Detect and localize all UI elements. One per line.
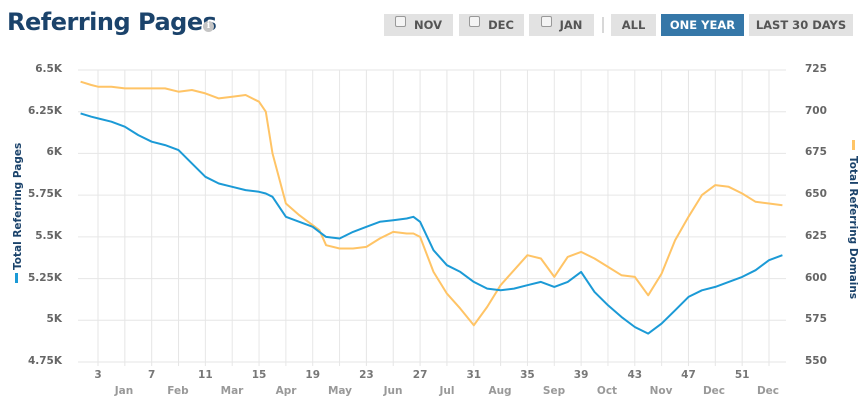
y-tick-left: 6K	[46, 146, 62, 159]
nov-label: NOV	[414, 18, 442, 32]
y-tick-right: 625	[805, 229, 827, 242]
x-tick-month: Feb	[167, 385, 189, 397]
y-tick-left: 6.25K	[27, 104, 62, 117]
dec-toggle-button[interactable]: DEC	[459, 14, 524, 36]
y-tick-left: 5.5K	[35, 229, 62, 242]
x-tick-week: 15	[251, 369, 267, 381]
y-tick-left: 5.75K	[27, 188, 62, 201]
x-tick-week: 35	[520, 369, 535, 381]
x-tick-month: Dec	[756, 385, 780, 397]
y-axis-left-label: Total Referring Pages	[12, 142, 24, 270]
x-tick-month: Dec	[702, 385, 726, 397]
x-tick-month: Jul	[439, 385, 455, 397]
checkbox-icon[interactable]	[469, 16, 481, 27]
y-tick-right: 575	[805, 313, 827, 326]
jan-toggle-button[interactable]: JAN	[529, 14, 594, 36]
range-all-button[interactable]: ALL	[611, 14, 656, 36]
x-tick-week: 11	[198, 369, 213, 381]
domains-legend-swatch	[852, 140, 855, 150]
y-tick-left: 5.25K	[27, 271, 62, 284]
x-tick-week: 31	[466, 369, 482, 381]
x-tick-week: 47	[681, 369, 696, 381]
y-tick-right: 700	[805, 104, 827, 117]
page-title: Referring Pages	[7, 8, 217, 36]
range-last-30-days-button[interactable]: LAST 30 DAYS	[749, 14, 853, 36]
x-tick-week: 23	[359, 369, 374, 381]
x-tick-month: Mar	[220, 385, 244, 397]
dec-label: DEC	[488, 18, 514, 32]
x-tick-month: Jun	[383, 385, 403, 397]
nov-toggle-button[interactable]: NOV	[384, 14, 453, 36]
x-tick-week: 39	[573, 369, 589, 381]
y-tick-left: 5K	[46, 313, 62, 326]
y-tick-left: 4.75K	[27, 355, 62, 367]
checkbox-icon[interactable]	[395, 16, 406, 27]
x-tick-week: 27	[412, 369, 428, 381]
x-tick-week: 43	[627, 369, 643, 381]
pages-legend-swatch	[15, 273, 18, 283]
y-tick-left: 6.5K	[35, 63, 62, 75]
x-tick-week: 51	[734, 369, 750, 381]
x-tick-month: Oct	[596, 385, 618, 397]
x-tick-month: May	[327, 385, 353, 397]
x-tick-week: 19	[305, 369, 321, 381]
x-tick-month: Sep	[542, 385, 566, 397]
jan-label: JAN	[559, 18, 583, 32]
y-tick-right: 550	[805, 355, 827, 367]
y-tick-right: 600	[805, 271, 827, 284]
x-tick-week: 7	[148, 369, 156, 381]
referring-pages-line[interactable]	[80, 112, 783, 335]
y-tick-right: 650	[805, 188, 827, 201]
y-axis-right-label: Total Referring Domains	[847, 156, 859, 300]
x-tick-month: Aug	[488, 385, 512, 397]
range-one-year-button[interactable]: ONE YEAR	[661, 14, 744, 36]
x-tick-week: 3	[94, 369, 102, 381]
info-icon[interactable]: i	[203, 21, 214, 32]
checkbox-icon[interactable]	[540, 16, 552, 27]
button-divider	[602, 17, 604, 33]
y-tick-right: 725	[805, 63, 827, 75]
x-tick-month: Apr	[275, 385, 297, 397]
referring-domains-line[interactable]	[80, 80, 783, 327]
y-tick-right: 675	[805, 146, 827, 159]
x-tick-month: Jan	[114, 385, 134, 397]
x-tick-month: Nov	[649, 385, 673, 397]
